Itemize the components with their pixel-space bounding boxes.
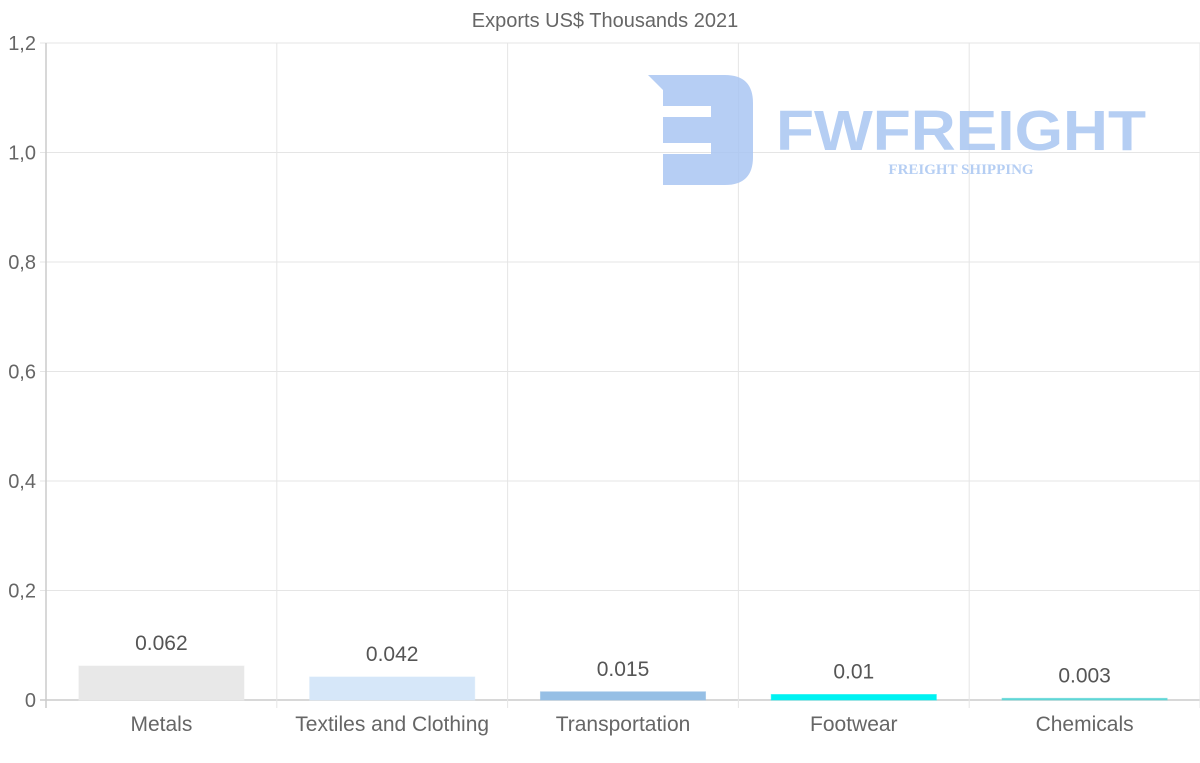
y-axis: 0 0,2 0,4 0,6 0,8 1,0 1,2 <box>8 33 36 712</box>
x-tick-label: Transportation <box>556 713 691 736</box>
watermark-brand: FWFREIGHT <box>776 99 1146 163</box>
data-label: 0.062 <box>135 632 188 655</box>
bar-metals <box>78 665 245 701</box>
data-label: 0.01 <box>833 661 874 684</box>
watermark-tagline: FREIGHT SHIPPING <box>888 162 1033 178</box>
bar-transportation <box>539 691 707 701</box>
bar-footwear <box>770 694 937 701</box>
y-tick-label: 0,2 <box>8 581 36 603</box>
data-labels: 0.062 0.042 0.015 0.01 0.003 <box>135 632 1111 687</box>
y-tick-label: 0,6 <box>8 362 36 384</box>
y-tick-label: 1,2 <box>8 33 36 55</box>
x-tick-label: Footwear <box>810 713 898 736</box>
y-tick-label: 0 <box>25 690 36 712</box>
x-tick-label: Chemicals <box>1036 713 1134 736</box>
bars <box>78 665 1168 701</box>
watermark-logo: FWFREIGHT FREIGHT SHIPPING <box>648 75 1146 185</box>
x-axis: Metals Textiles and Clothing Transportatio… <box>130 713 1133 736</box>
x-tick-label: Metals <box>130 713 192 736</box>
bar-chemicals <box>1001 697 1168 701</box>
bar-textiles-and-clothing <box>309 676 476 701</box>
y-tick-label: 0,4 <box>8 471 36 493</box>
data-label: 0.003 <box>1058 664 1111 687</box>
logo-mark-icon <box>648 75 753 185</box>
data-label: 0.042 <box>366 643 419 666</box>
x-tick-label: Textiles and Clothing <box>295 713 489 736</box>
y-tick-label: 0,8 <box>8 252 36 274</box>
chart-title: Exports US$ Thousands 2021 <box>472 10 738 32</box>
data-label: 0.015 <box>597 658 650 681</box>
y-tick-label: 1,0 <box>8 143 36 165</box>
